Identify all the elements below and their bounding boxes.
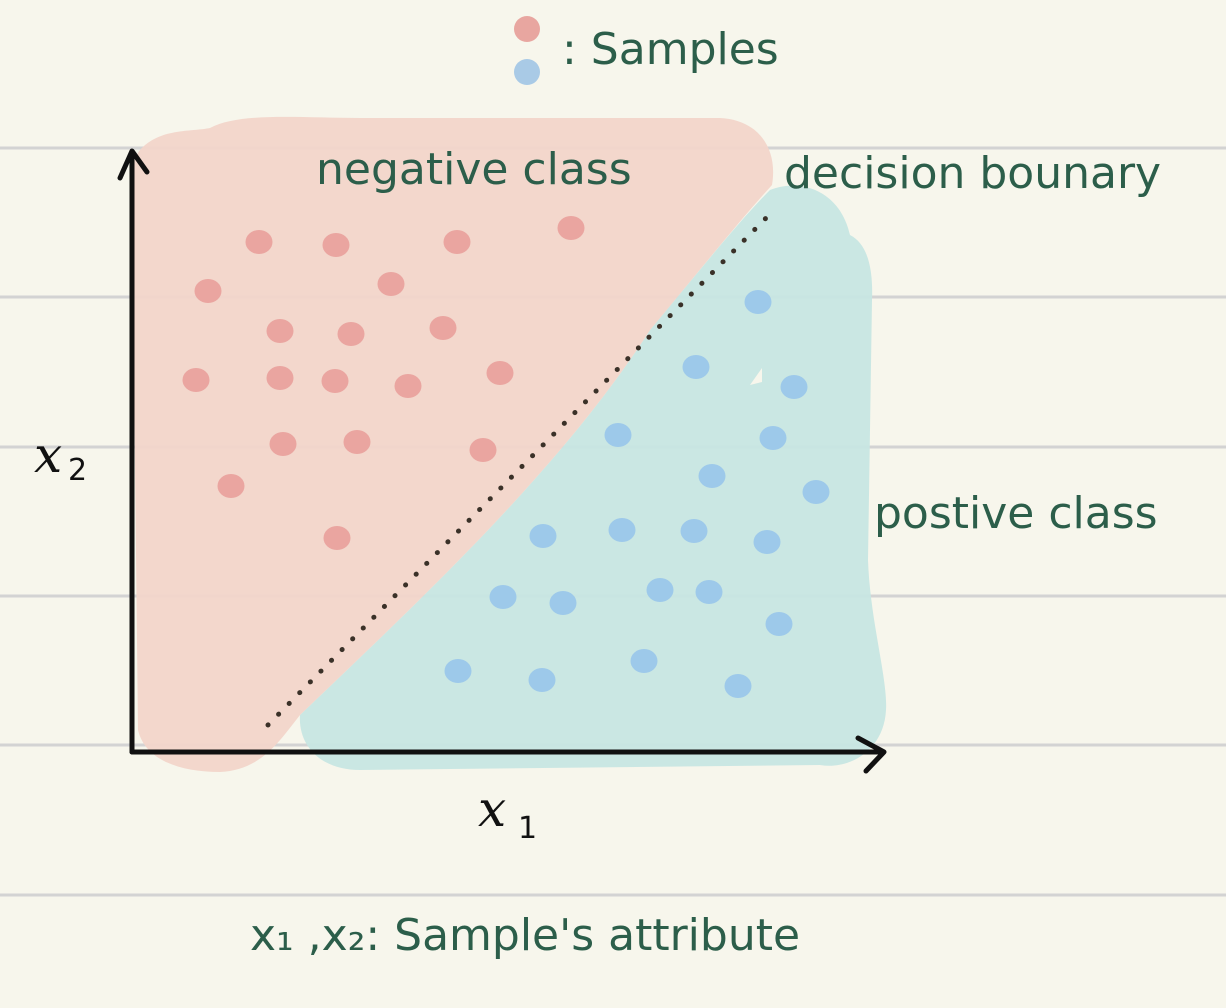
negative-sample-point [266, 319, 294, 343]
positive-class-label: postive class [874, 488, 1158, 539]
y-axis-label-subscript: 2 [68, 453, 87, 488]
negative-sample-point [429, 316, 457, 340]
negative-sample-point [266, 366, 294, 390]
negative-class-label: negative class [316, 144, 632, 195]
positive-sample-point [802, 480, 830, 504]
positive-sample-point [604, 423, 632, 447]
legend: : Samples [514, 16, 779, 85]
negative-sample-point [323, 526, 351, 550]
negative-class-region [131, 116, 774, 773]
y-axis-arrowhead [117, 148, 150, 181]
negative-sample-point [469, 438, 497, 462]
positive-samples [444, 290, 830, 698]
x-axis-label-subscript: 1 [518, 811, 537, 846]
negative-sample-point [194, 279, 222, 303]
positive-sample-point [765, 612, 793, 636]
axes [117, 148, 887, 774]
x-axis-label: x 1 [478, 780, 537, 846]
negative-sample-point [343, 430, 371, 454]
positive-sample-point [724, 674, 752, 698]
negative-sample-point [269, 432, 297, 456]
caption: x₁ ,x₂: Sample's attribute [250, 910, 800, 961]
positive-sample-point [680, 519, 708, 543]
negative-sample-point [394, 374, 422, 398]
positive-sample-point [529, 524, 557, 548]
positive-sample-point [780, 375, 808, 399]
negative-sample-point [337, 322, 365, 346]
positive-region-notch [750, 368, 762, 385]
positive-sample-point [549, 591, 577, 615]
y-axis-label: x 2 [34, 426, 87, 488]
negative-samples [182, 216, 585, 550]
positive-sample-point [528, 668, 556, 692]
positive-sample-point [682, 355, 710, 379]
positive-sample-point [753, 530, 781, 554]
positive-class-region [299, 185, 887, 770]
negative-sample-point [245, 230, 273, 254]
decision-boundary-label: decision bounary [784, 148, 1161, 199]
positive-sample-point [698, 464, 726, 488]
positive-sample-point [444, 659, 472, 683]
positive-sample-point [489, 585, 517, 609]
negative-sample-point [377, 272, 405, 296]
negative-sample-point [557, 216, 585, 240]
positive-sample-point [759, 426, 787, 450]
negative-sample-point [217, 474, 245, 498]
legend-positive-swatch [514, 59, 540, 85]
positive-sample-point [744, 290, 772, 314]
y-axis-label-main: x [34, 426, 62, 484]
negative-sample-point [322, 233, 350, 257]
positive-sample-point [646, 578, 674, 602]
legend-label: : Samples [562, 24, 779, 75]
decision-boundary-line [265, 213, 771, 728]
negative-sample-point [182, 368, 210, 392]
legend-negative-swatch [514, 16, 540, 42]
positive-sample-point [608, 518, 636, 542]
negative-sample-point [486, 361, 514, 385]
negative-sample-point [321, 369, 349, 393]
x-axis-label-main: x [478, 780, 506, 838]
positive-sample-point [695, 580, 723, 604]
negative-sample-point [443, 230, 471, 254]
positive-sample-point [630, 649, 658, 673]
x-axis-arrowhead [855, 735, 887, 774]
